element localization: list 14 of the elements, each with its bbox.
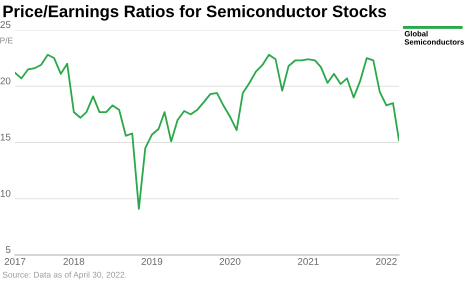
x-tick-label: 2020 [220,258,240,265]
y-tick-label: 15 [0,134,10,141]
y-axis-title: P/E [0,37,13,44]
x-tick-label: 2022 [376,258,397,265]
y-tick-label: 5 [6,246,10,254]
x-tick-label: 2021 [298,258,319,265]
x-tick-label: 2019 [142,258,162,265]
y-tick-label: 25 [0,21,10,28]
source-note: Source: Data as of April 30, 2022. [2,272,126,280]
chart-title: Price/Earnings Ratios for Semiconductor Stocks [3,5,386,21]
x-tick-label: 2017 [4,258,26,265]
x-tick-label: 2018 [64,258,84,265]
y-tick-label: 20 [0,77,10,84]
y-tick-label: 10 [0,190,10,197]
